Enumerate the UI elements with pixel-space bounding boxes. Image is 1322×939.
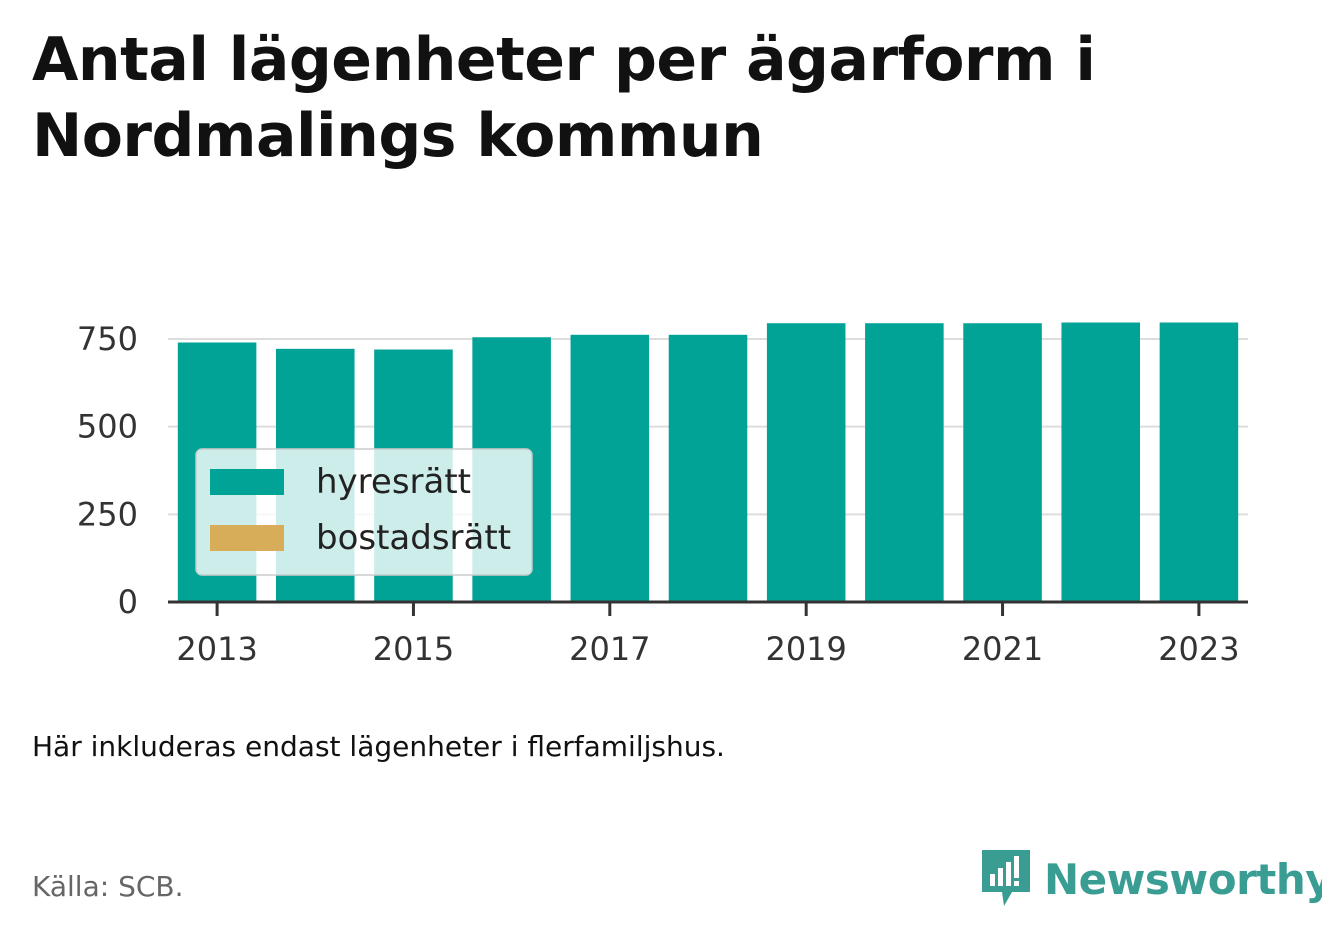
legend-label-bostadsratt: bostadsrätt [316,518,511,558]
bar-2019-hyresratt [766,323,846,602]
chart-note: Här inkluderas endast lägenheter i flerf… [32,730,725,763]
brand-name: Newsworthy [1044,854,1322,904]
bar-2018-hyresratt [668,334,748,602]
newsworthy-logo-icon [982,850,1030,906]
brand-logo: Newsworthy [980,848,1322,910]
x-tick-label: 2017 [569,630,650,668]
x-tick-label: 2019 [765,630,846,668]
chart-title: Antal lägenheter per ägarform i Nordmali… [32,25,1096,171]
x-tick-label: 2015 [373,630,454,668]
y-tick-label: 0 [118,583,138,621]
y-axis-ticks: 0 250 500 750 [77,320,138,621]
y-tick-label: 500 [77,408,138,446]
y-tick-label: 750 [77,320,138,358]
legend-swatch-hyresratt [210,469,284,495]
bar-2023-hyresratt [1159,322,1239,602]
legend-swatch-bostadsratt [210,525,284,551]
bar-2017-hyresratt [570,334,650,602]
x-tick-label: 2021 [962,630,1043,668]
bar-2022-hyresratt [1061,322,1140,602]
x-axis-ticks: 2013 2015 2017 2019 2021 2023 [176,602,1240,668]
x-tick-label: 2023 [1158,630,1239,668]
source-text: Källa: SCB. [32,870,184,903]
x-tick-label: 2013 [176,630,257,668]
bar-2020-hyresratt [865,323,944,602]
legend-label-hyresratt: hyresrätt [316,462,471,502]
y-tick-label: 250 [77,495,138,533]
legend: hyresrätt bostadsrätt [195,448,533,576]
bar-2021-hyresratt [963,323,1042,602]
